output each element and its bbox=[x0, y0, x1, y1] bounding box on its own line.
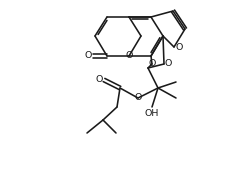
Text: O: O bbox=[148, 60, 156, 69]
Text: O: O bbox=[175, 43, 183, 52]
Text: OH: OH bbox=[145, 110, 159, 119]
Text: O: O bbox=[95, 75, 103, 84]
Text: O: O bbox=[164, 60, 172, 69]
Text: O: O bbox=[125, 52, 133, 61]
Text: O: O bbox=[84, 52, 92, 61]
Text: O: O bbox=[134, 93, 142, 102]
